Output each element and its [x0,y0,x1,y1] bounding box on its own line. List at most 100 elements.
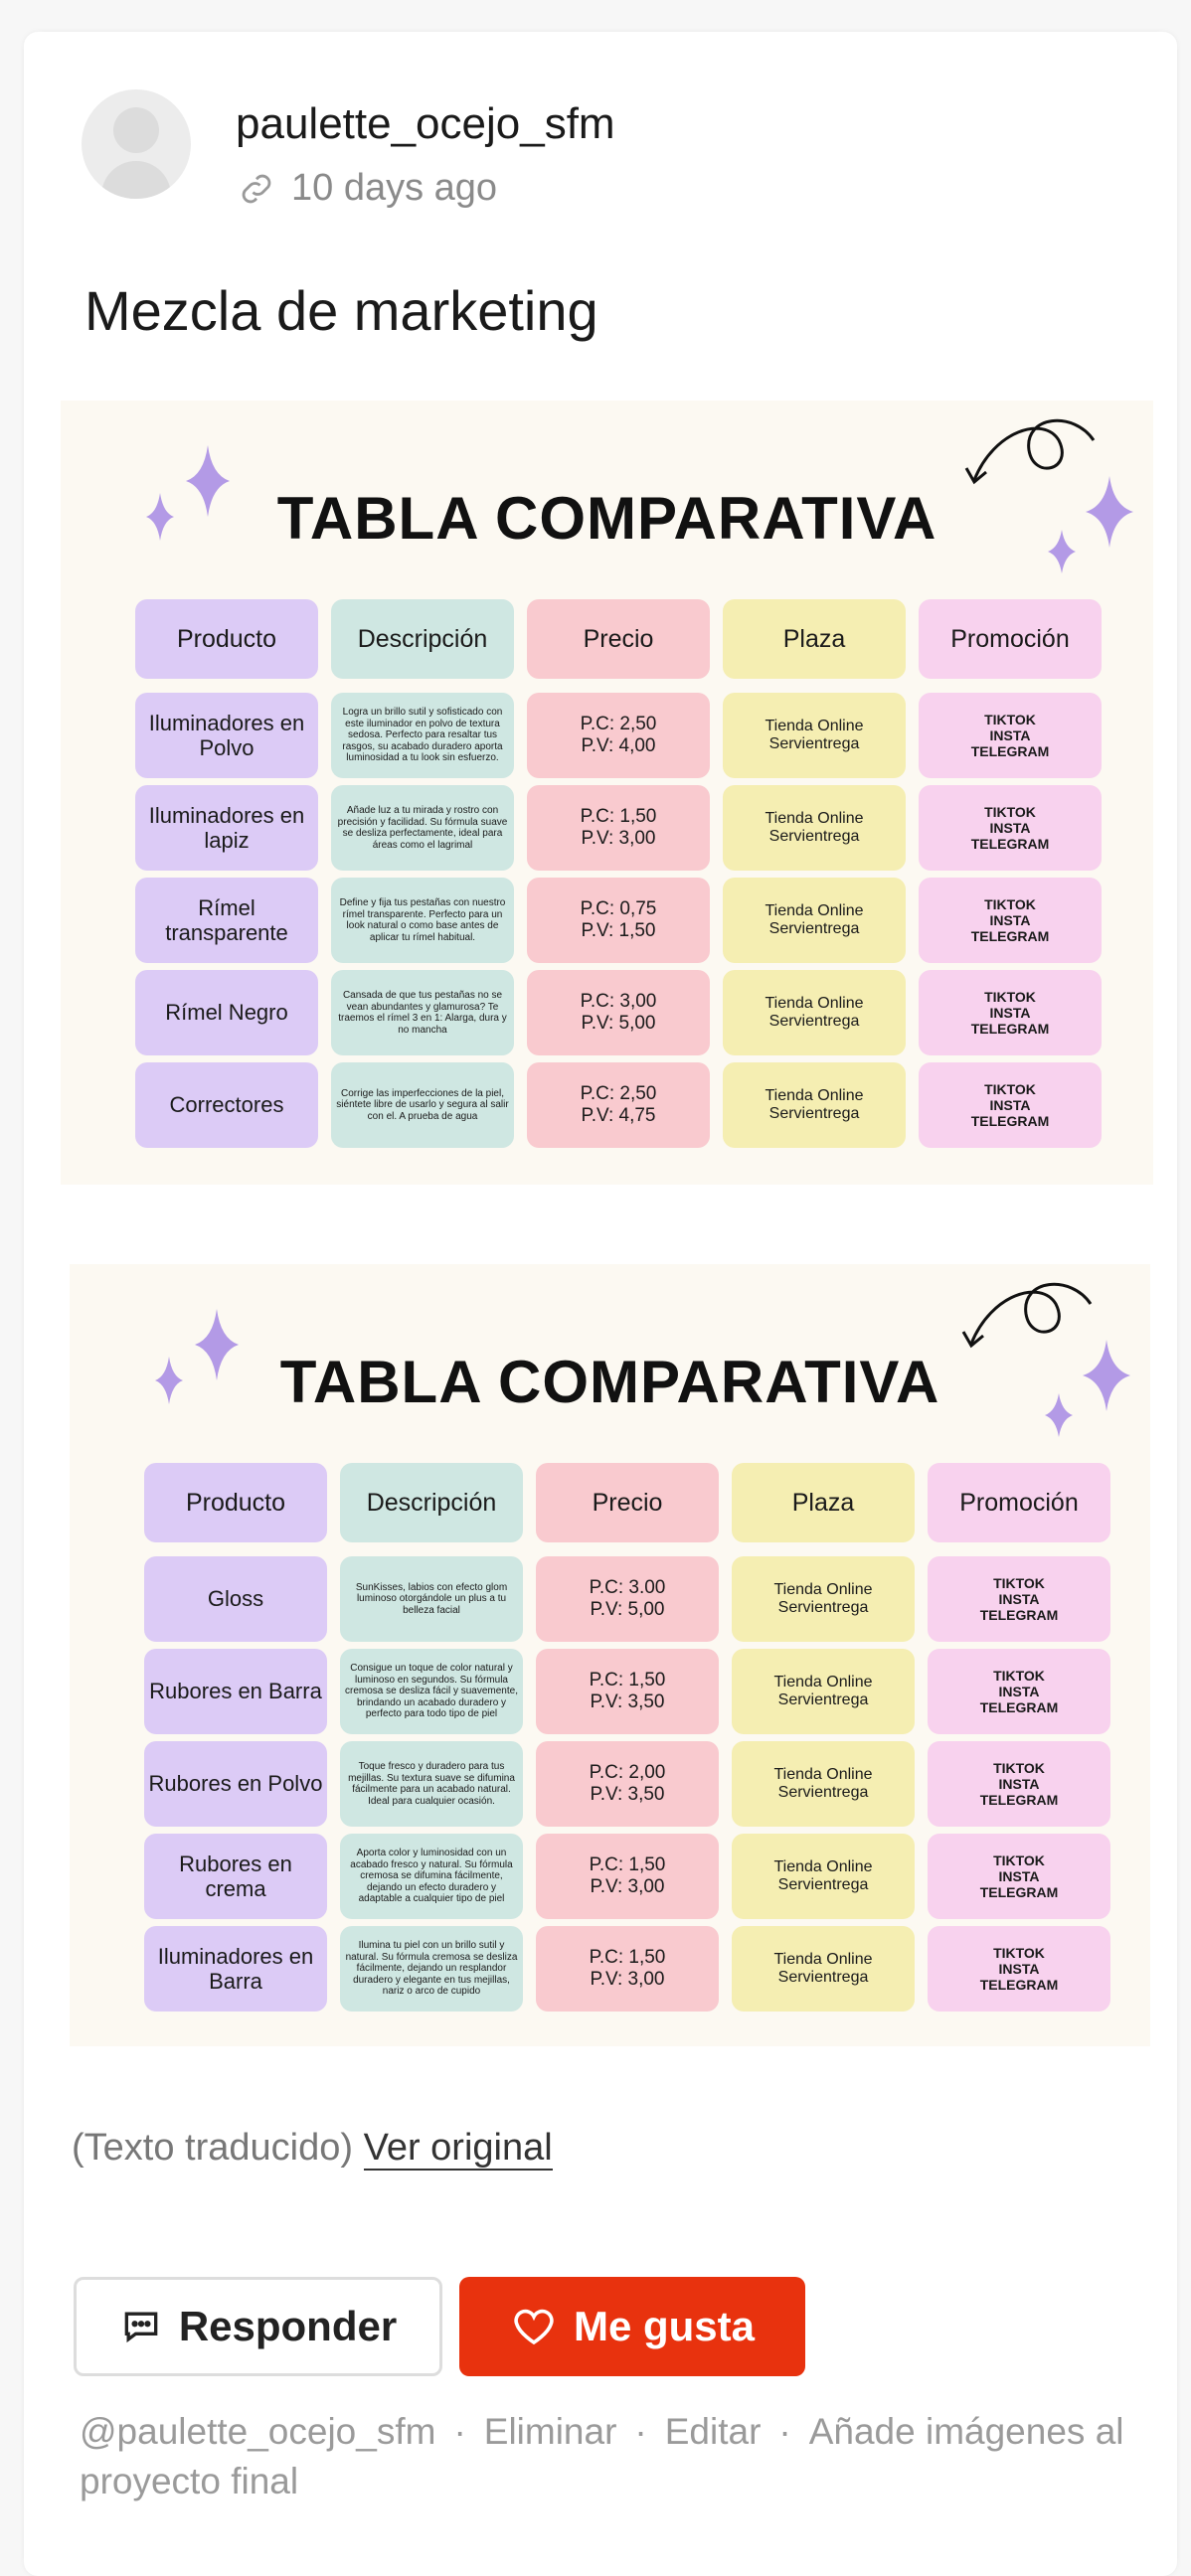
table-cell: Iluminadores en lapiz [135,785,318,871]
table-cell: Aporta color y luminosidad con un acabad… [340,1834,523,1919]
table-cell: Corrige las imperfecciones de la piel, s… [331,1062,514,1148]
table-cell: Rubores en Polvo [144,1741,327,1827]
header-cell: Precio [536,1463,719,1542]
table-cell: P.C: 1,50 P.V: 3,50 [536,1649,719,1734]
table-cell: Correctores [135,1062,318,1148]
table-row: Rímel transparente Define y fija tus pest… [135,878,1102,963]
comparison-table-image-1[interactable]: TABLA COMPARATIVA Producto Descripción Prec… [61,401,1153,1185]
table-cell: Iluminadores en Barra [144,1926,327,2012]
table-cell: Iluminadores en Polvo [135,693,318,778]
link-icon[interactable] [236,168,277,210]
post-title: Mezcla de marketing [85,279,598,342]
edit-link[interactable]: Editar [664,2411,762,2452]
table-cell: P.C: 1,50 P.V: 3,00 [527,785,710,871]
table-cell: TIKTOK INSTA TELEGRAM [919,970,1102,1055]
table-cell: TIKTOK INSTA TELEGRAM [919,785,1102,871]
heart-icon [514,2309,554,2345]
header-cell: Producto [135,599,318,679]
table-cell: P.C: 1,50 P.V: 3,00 [536,1834,719,1919]
like-label: Me gusta [573,2303,756,2349]
reply-button[interactable]: Responder [74,2277,442,2376]
sparkle-icon [1045,1340,1130,1437]
add-images-link[interactable]: Añade imágenes al proyecto final [80,2411,1124,2501]
table-cell: Rímel Negro [135,970,318,1055]
table-row: Gloss SunKisses, labios con efecto glom l… [144,1556,1110,1642]
header-cell: Promoción [928,1463,1110,1542]
table-cell: TIKTOK INSTA TELEGRAM [919,1062,1102,1148]
table-row: Rímel Negro Cansada de que tus pestañas n… [135,970,1102,1055]
table-cell: Tienda Online Servientrega [723,693,906,778]
translated-label: (Texto traducido) [72,2127,354,2169]
table-cell: Tienda Online Servientrega [723,785,906,871]
table-cell: Tienda Online Servientrega [723,878,906,963]
table-cell: P.C: 2,00 P.V: 3,50 [536,1741,719,1827]
header-cell: Plaza [723,599,906,679]
table-cell: Logra un brillo sutil y sofisticado con … [331,693,514,778]
delete-link[interactable]: Eliminar [483,2411,617,2452]
table-cell: P.C: 0,75 P.V: 1,50 [527,878,710,963]
swirl-arrow-icon [964,418,1096,485]
comparison-table-image-2[interactable]: TABLA COMPARATIVA Producto Descripción Prec… [70,1264,1150,2046]
username[interactable]: paulette_ocejo_sfm [236,99,615,148]
table-row: Iluminadores en Barra Ilumina tu piel con… [144,1926,1110,2012]
table-cell: Añade luz a tu mirada y rostro con preci… [331,785,514,871]
table-cell: P.C: 1,50 P.V: 3,00 [536,1926,719,2012]
table-cell: Tienda Online Servientrega [732,1834,915,1919]
table-title: TABLA COMPARATIVA [276,485,937,552]
table-cell: SunKisses, labios con efecto glom lumino… [340,1556,523,1642]
time-text: 10 days ago [291,167,498,209]
post-time: 10 days ago [236,167,497,210]
table-cell: Rímel transparente [135,878,318,963]
header-cell: Descripción [340,1463,523,1542]
table-cell: Gloss [144,1556,327,1642]
table-title: TABLA COMPARATIVA [279,1349,940,1415]
header-cell: Precio [527,599,710,679]
translation-note: (Texto traducido) Ver original [72,2127,553,2171]
table-cell: TIKTOK INSTA TELEGRAM [928,1649,1110,1734]
mention-link[interactable]: @paulette_ocejo_sfm [80,2411,436,2452]
table-cell: TIKTOK INSTA TELEGRAM [928,1926,1110,2012]
reply-label: Responder [178,2303,398,2349]
footer-links: @paulette_ocejo_sfm · Eliminar · Editar · Añad… [80,2411,1124,2501]
table-row: Correctores Corrige las imperfecciones de… [135,1062,1102,1148]
table-row: Iluminadores en Polvo Logra un brillo sut… [135,693,1102,778]
table-cell: Ilumina tu piel con un brillo sutil y na… [340,1926,523,2012]
table-cell: Cansada de que tus pestañas no se vean a… [331,970,514,1055]
table-cell: TIKTOK INSTA TELEGRAM [928,1741,1110,1827]
table-cell: Rubores en Barra [144,1649,327,1734]
table-header-row: Producto Descripción Precio Plaza Promoción [144,1463,1110,1542]
table-row: Rubores en Barra Consigue un toque de col… [144,1649,1110,1734]
header-cell: Plaza [732,1463,915,1542]
sparkle-icon [1048,476,1133,573]
header-cell: Producto [144,1463,327,1542]
table-cell: Tienda Online Servientrega [723,1062,906,1148]
table-cell: Tienda Online Servientrega [732,1926,915,2012]
table-cell: Tienda Online Servientrega [732,1649,915,1734]
table-row: Rubores en crema Aporta color y luminosid… [144,1834,1110,1919]
comment-icon [124,2312,158,2343]
like-button[interactable]: Me gusta [459,2277,805,2376]
table-cell: Rubores en crema [144,1834,327,1919]
table-cell: TIKTOK INSTA TELEGRAM [919,693,1102,778]
table-cell: Tienda Online Servientrega [723,970,906,1055]
table-cell: P.C: 3,00 P.V: 5,00 [527,970,710,1055]
sparkle-icon [155,1309,239,1404]
view-original-link[interactable]: Ver original [363,2127,553,2171]
table-row: Rubores en Polvo Toque fresco y duradero … [144,1741,1110,1827]
swirl-arrow-icon [961,1282,1093,1349]
table-cell: P.C: 3.00 P.V: 5,00 [536,1556,719,1642]
table-cell: TIKTOK INSTA TELEGRAM [919,878,1102,963]
table-header-row: Producto Descripción Precio Plaza Promoción [135,599,1102,679]
table-cell: Toque fresco y duradero para tus mejilla… [340,1741,523,1827]
table-cell: Tienda Online Servientrega [732,1556,915,1642]
table-row: Iluminadores en lapiz Añade luz a tu mira… [135,785,1102,871]
avatar[interactable] [82,89,191,199]
table-cell: Consigue un toque de color natural y lum… [340,1649,523,1734]
table-cell: P.C: 2,50 P.V: 4,75 [527,1062,710,1148]
header-cell: Descripción [331,599,514,679]
sparkle-icon [146,445,230,541]
table-cell: Tienda Online Servientrega [732,1741,915,1827]
table-cell: TIKTOK INSTA TELEGRAM [928,1556,1110,1642]
header-cell: Promoción [919,599,1102,679]
table-cell: P.C: 2,50 P.V: 4,00 [527,693,710,778]
